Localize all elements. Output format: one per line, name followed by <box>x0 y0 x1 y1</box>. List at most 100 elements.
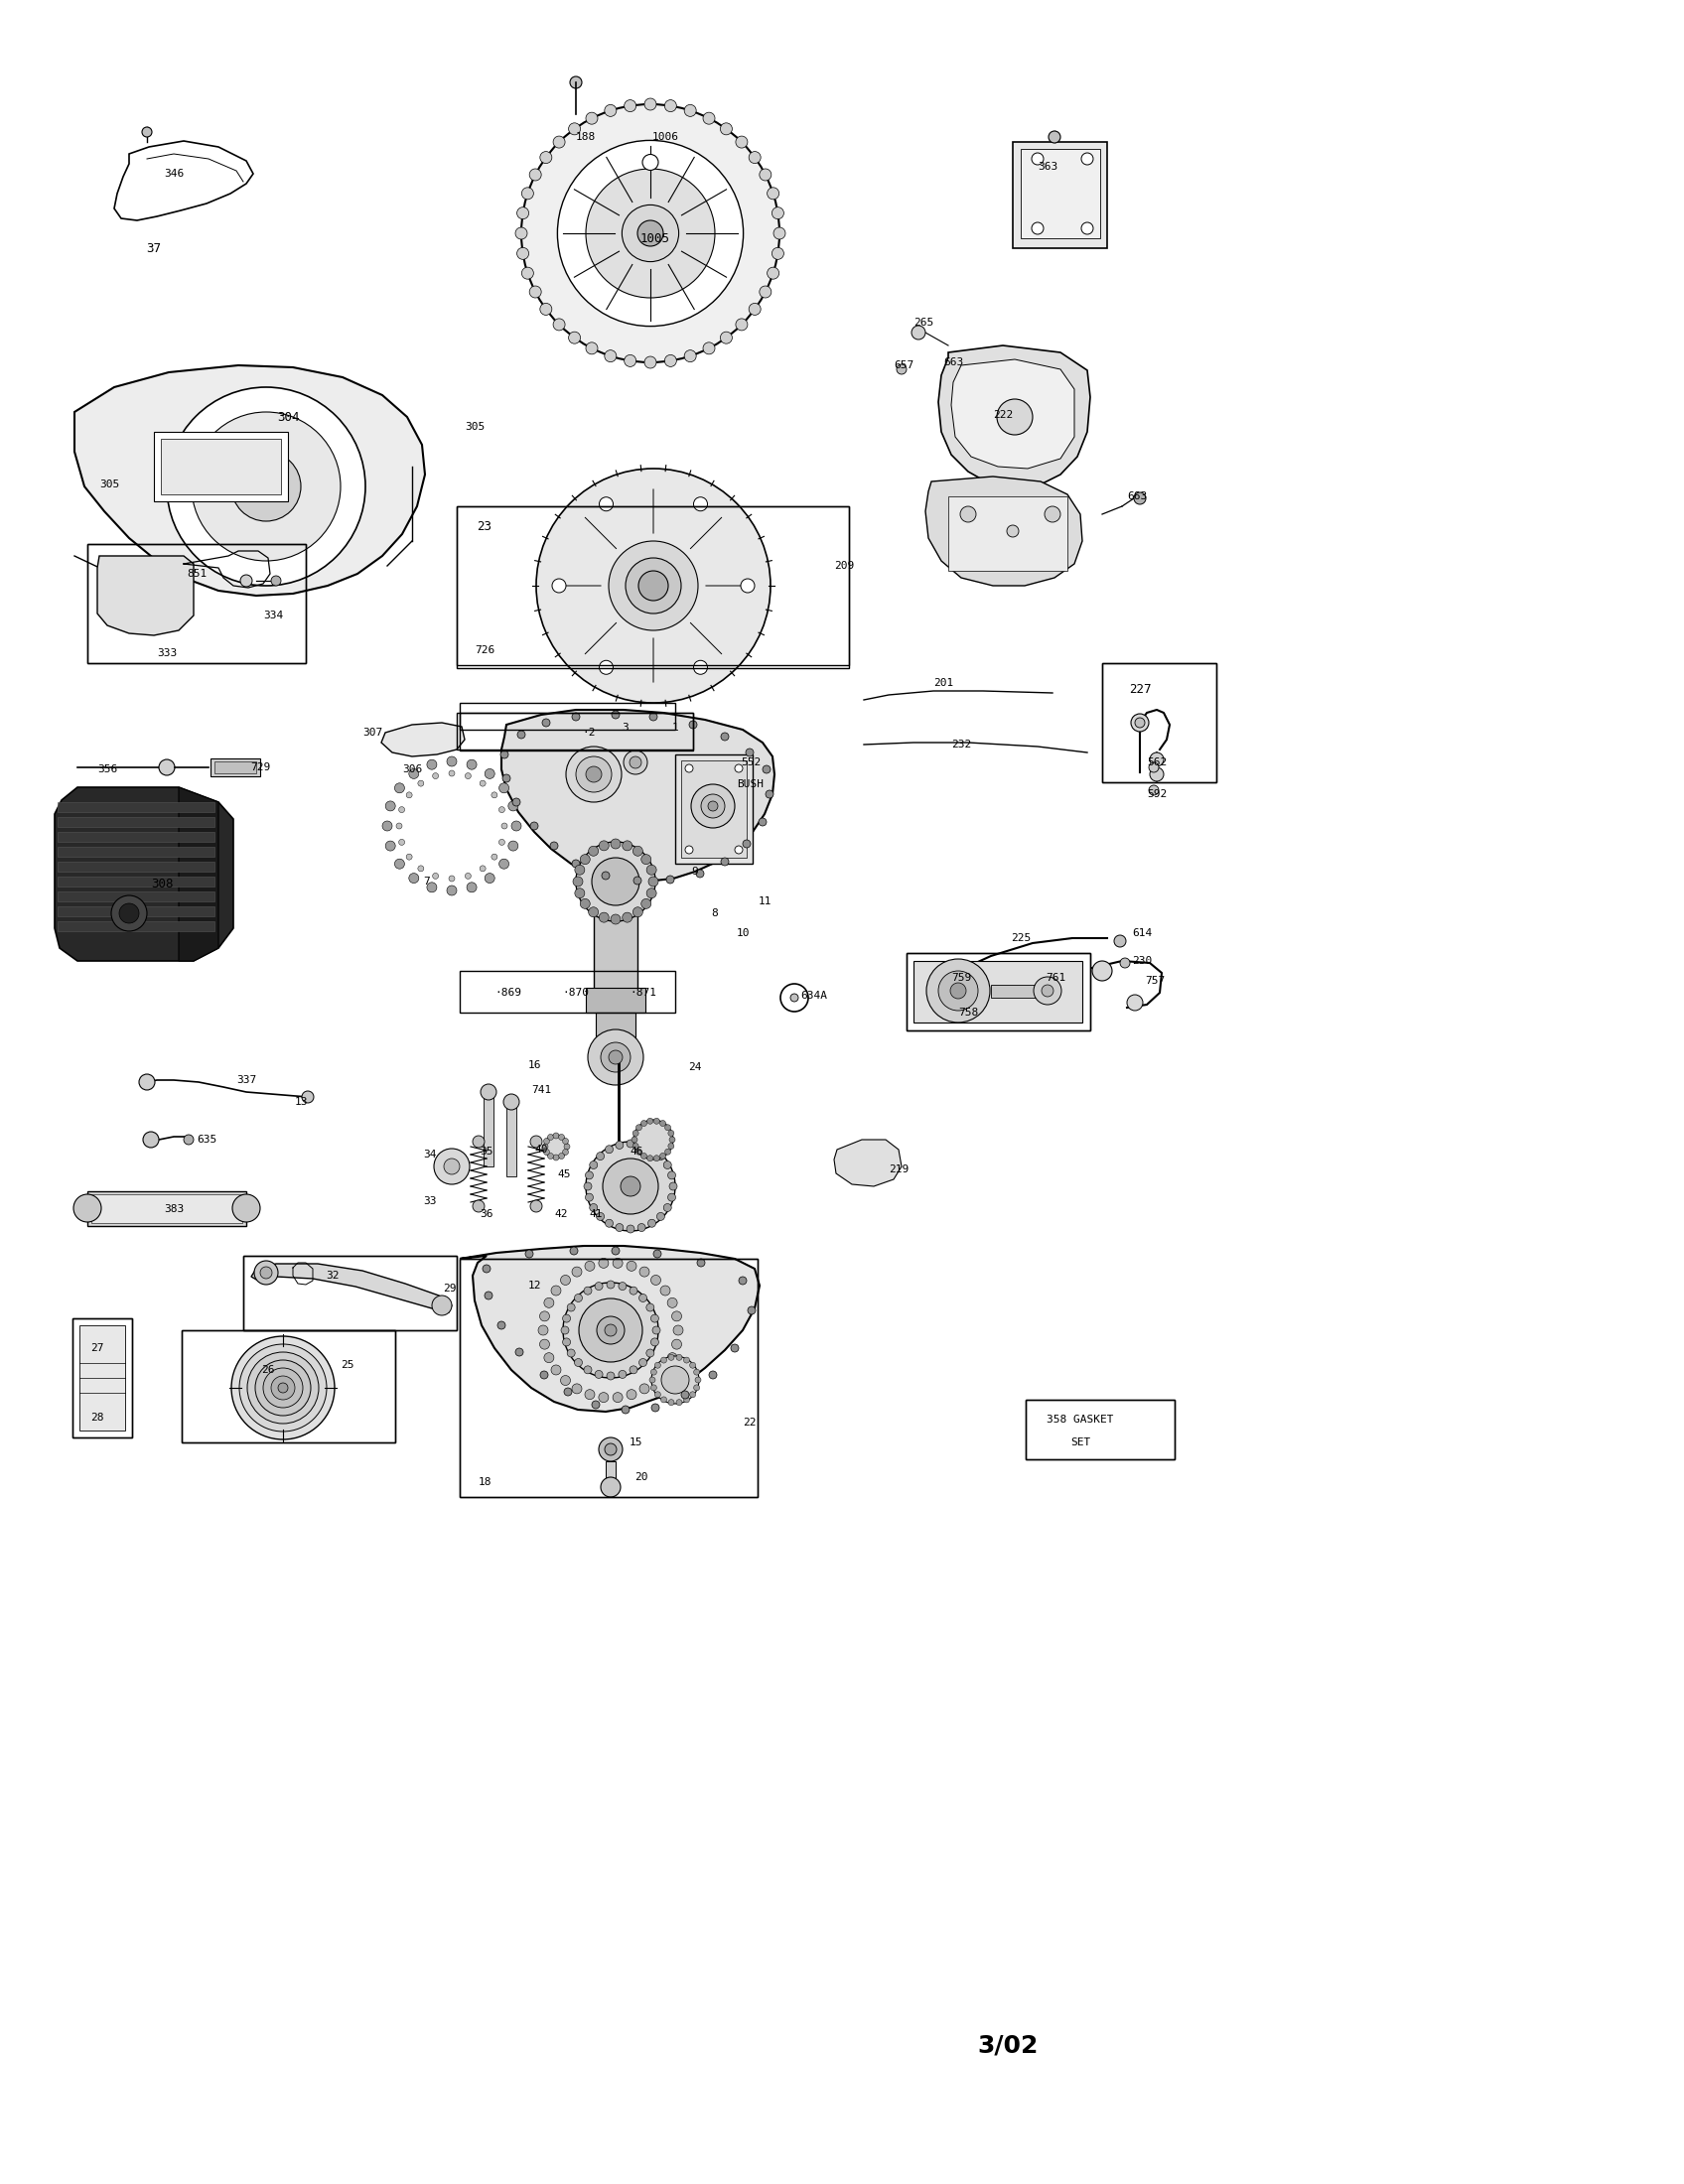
Text: 12: 12 <box>527 1280 541 1291</box>
Circle shape <box>697 1258 706 1267</box>
Text: 346: 346 <box>163 168 184 179</box>
Circle shape <box>564 1387 573 1396</box>
Circle shape <box>426 760 436 769</box>
Bar <box>1101 664 1216 782</box>
Circle shape <box>611 839 621 850</box>
Circle shape <box>586 1171 593 1179</box>
Circle shape <box>694 1385 699 1391</box>
Circle shape <box>591 858 640 906</box>
Circle shape <box>544 1138 549 1144</box>
Circle shape <box>630 1365 638 1374</box>
Circle shape <box>406 854 413 860</box>
Circle shape <box>669 1400 674 1404</box>
Circle shape <box>485 769 495 780</box>
Circle shape <box>515 227 527 240</box>
Circle shape <box>734 845 743 854</box>
Text: 1006: 1006 <box>652 131 679 142</box>
Circle shape <box>386 841 396 852</box>
Circle shape <box>667 1297 677 1308</box>
Polygon shape <box>502 710 775 882</box>
Circle shape <box>605 105 616 116</box>
Circle shape <box>613 1258 623 1269</box>
Circle shape <box>950 963 967 978</box>
Circle shape <box>655 1391 660 1398</box>
Circle shape <box>701 795 724 819</box>
Text: 34: 34 <box>423 1149 436 1160</box>
Bar <box>153 432 288 502</box>
Circle shape <box>502 775 510 782</box>
Circle shape <box>594 1282 603 1291</box>
Circle shape <box>541 1372 547 1378</box>
Circle shape <box>669 1171 675 1179</box>
Circle shape <box>695 869 704 878</box>
Text: 35: 35 <box>480 1147 493 1158</box>
Text: 3: 3 <box>621 723 628 732</box>
Circle shape <box>608 542 699 631</box>
Bar <box>596 1013 635 1057</box>
Circle shape <box>950 983 967 998</box>
Circle shape <box>650 1339 658 1345</box>
Circle shape <box>562 1149 569 1155</box>
Circle shape <box>600 660 613 675</box>
Circle shape <box>573 876 583 887</box>
Circle shape <box>562 1282 658 1378</box>
Bar <box>456 712 694 749</box>
Circle shape <box>694 1369 699 1376</box>
Bar <box>1012 142 1106 249</box>
Circle shape <box>409 874 419 882</box>
Circle shape <box>544 1352 554 1363</box>
Circle shape <box>611 915 621 924</box>
Circle shape <box>589 1162 598 1168</box>
Circle shape <box>231 452 301 522</box>
Text: 307: 307 <box>362 727 382 738</box>
Text: 308: 308 <box>150 878 173 891</box>
Circle shape <box>551 841 557 850</box>
Circle shape <box>278 1382 288 1393</box>
Circle shape <box>611 1247 620 1256</box>
Circle shape <box>1081 223 1093 234</box>
Text: 9: 9 <box>692 867 699 876</box>
Circle shape <box>632 1136 638 1142</box>
Circle shape <box>721 122 733 135</box>
Circle shape <box>603 1158 658 1214</box>
Text: 46: 46 <box>630 1147 643 1158</box>
Circle shape <box>640 1385 650 1393</box>
Text: ⋅870: ⋅870 <box>562 987 589 998</box>
Text: 758: 758 <box>958 1007 978 1018</box>
Circle shape <box>667 876 674 885</box>
Circle shape <box>689 721 697 729</box>
Circle shape <box>638 221 663 247</box>
Circle shape <box>498 806 505 812</box>
Circle shape <box>530 1201 542 1212</box>
Circle shape <box>684 349 695 363</box>
Bar <box>57 832 214 841</box>
Circle shape <box>653 1118 660 1125</box>
Circle shape <box>608 1051 623 1064</box>
Polygon shape <box>951 360 1074 470</box>
Circle shape <box>758 819 766 826</box>
Circle shape <box>498 839 505 845</box>
Circle shape <box>662 1365 689 1393</box>
Bar <box>214 762 256 773</box>
Circle shape <box>120 904 140 924</box>
Circle shape <box>669 1142 674 1149</box>
Text: 28: 28 <box>91 1413 104 1422</box>
Circle shape <box>552 319 566 330</box>
Circle shape <box>573 860 579 867</box>
Circle shape <box>569 1247 578 1256</box>
Text: 562: 562 <box>1147 758 1167 767</box>
Bar <box>913 961 1083 1022</box>
Text: 7: 7 <box>424 876 431 887</box>
Circle shape <box>1007 524 1019 537</box>
Circle shape <box>647 1350 653 1356</box>
Circle shape <box>111 895 147 930</box>
Circle shape <box>749 304 761 314</box>
Circle shape <box>547 1133 554 1140</box>
Circle shape <box>394 858 404 869</box>
Circle shape <box>669 1354 674 1361</box>
Text: 759: 759 <box>951 972 972 983</box>
Circle shape <box>741 579 754 592</box>
Circle shape <box>690 1391 695 1398</box>
Bar <box>456 507 849 668</box>
Circle shape <box>605 1324 616 1337</box>
